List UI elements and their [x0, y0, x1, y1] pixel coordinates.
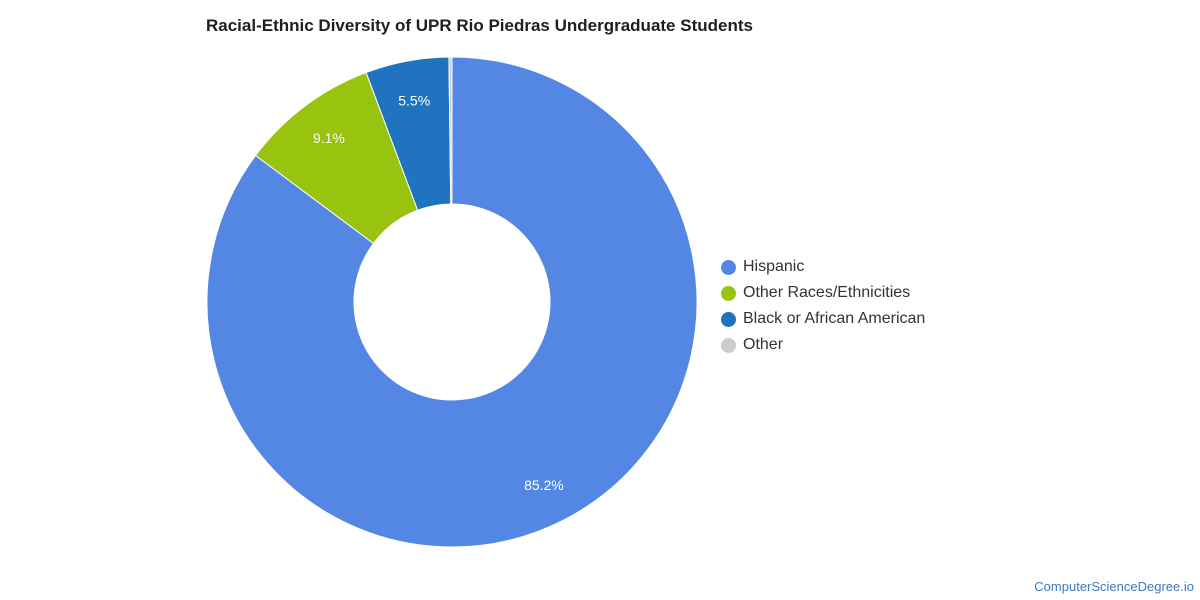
legend-item-other-races-ethnicities[interactable]: Other Races/Ethnicities — [721, 280, 925, 306]
legend-label: Hispanic — [743, 258, 805, 275]
legend-swatch-icon — [721, 285, 736, 301]
legend-item-hispanic[interactable]: Hispanic — [721, 254, 925, 280]
legend-swatch-icon — [721, 337, 736, 353]
legend-item-black-or-african-american[interactable]: Black or African American — [721, 306, 925, 332]
slice-label-black-or-african-american: 5.5% — [398, 93, 430, 109]
slices-group — [206, 56, 698, 548]
slice-label-hispanic: 85.2% — [524, 477, 564, 493]
slice-hispanic[interactable] — [206, 56, 698, 548]
credit-link[interactable]: ComputerScienceDegree.io — [1034, 579, 1194, 594]
slice-label-other-races-ethnicities: 9.1% — [313, 130, 345, 146]
legend-label: Other — [743, 336, 784, 353]
legend-item-other[interactable]: Other — [721, 332, 925, 358]
slice-other[interactable] — [448, 56, 453, 205]
slice-labels-group: 85.2% 9.1% 5.5% — [313, 93, 564, 494]
chart-title: Racial-Ethnic Diversity of UPR Rio Piedr… — [206, 16, 753, 35]
legend-label: Other Races/Ethnicities — [743, 284, 911, 301]
legend-label: Black or African American — [743, 310, 926, 327]
legend-swatch-icon — [721, 311, 736, 327]
legend: Hispanic Other Races/Ethnicities Black or … — [721, 254, 925, 358]
legend-swatch-icon — [721, 259, 736, 275]
